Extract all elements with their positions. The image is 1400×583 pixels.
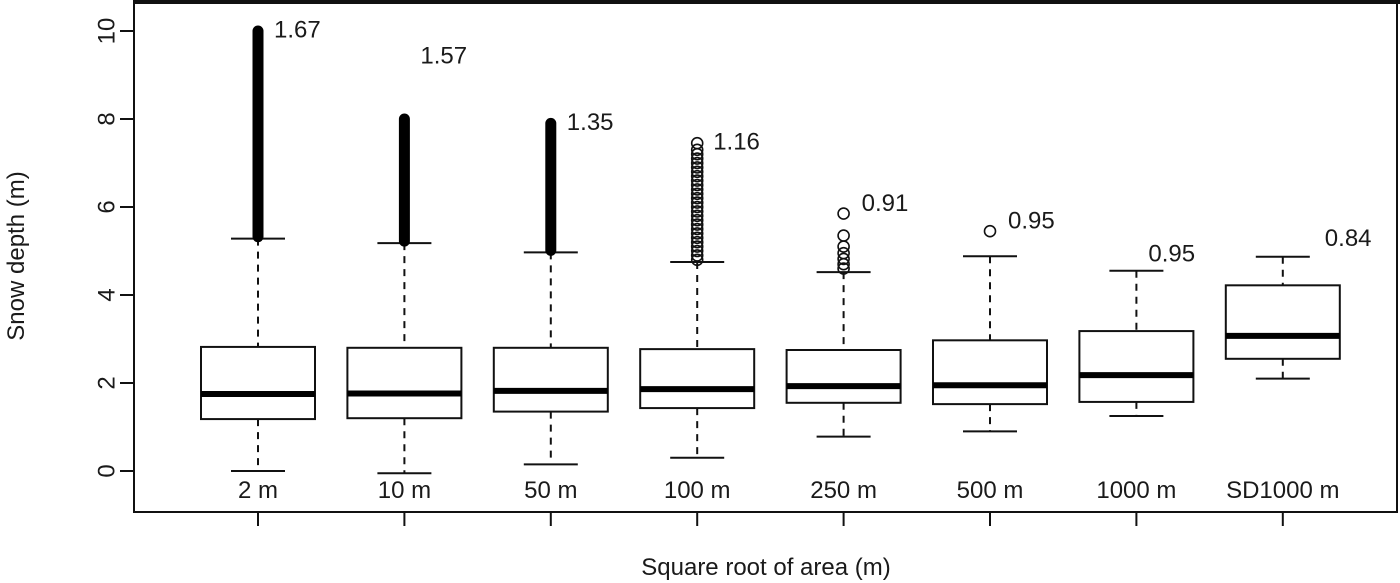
outlier-point (690, 222, 704, 236)
category-label: 2 m (238, 477, 278, 504)
outlier-point (690, 240, 704, 253)
iqr-box (200, 345, 316, 421)
category-label: 100 m (664, 477, 731, 504)
median-ratio-annotation: 0.95 (1008, 208, 1055, 235)
median-ratio-annotation: 1.57 (420, 43, 467, 70)
outlier-point (690, 136, 704, 150)
y-tick-label: 6 (93, 200, 120, 213)
iqr-box (1224, 284, 1341, 360)
box-group: 250 m 0.91 (785, 190, 909, 504)
box-group: SD1000 m 0.84 (1224, 225, 1372, 504)
y-axis: 0 2 4 6 8 10 (93, 18, 135, 478)
outlier-point (837, 207, 850, 220)
outlier-point (690, 213, 704, 227)
outlier-point (690, 253, 704, 267)
outlier-point (690, 249, 704, 262)
y-tick-label: 4 (93, 288, 120, 301)
category-label: 1000 m (1096, 477, 1176, 504)
box-group: 10 m 1.57 (346, 43, 467, 504)
outlier-point (690, 244, 704, 258)
outlier-point (690, 218, 704, 231)
outlier-point (837, 240, 850, 253)
outlier-point (690, 152, 704, 165)
outlier-point (690, 174, 704, 187)
outlier-point (690, 165, 704, 179)
category-label: 500 m (957, 477, 1024, 504)
median-ratio-annotation: 0.91 (862, 190, 909, 217)
median-ratio-annotation: 0.95 (1148, 241, 1195, 268)
outlier-point (837, 252, 850, 266)
median-ratio-annotation: 1.16 (713, 129, 760, 156)
outlier-point (983, 224, 997, 238)
box-group: 1000 m 0.95 (1078, 241, 1195, 504)
outlier-point (690, 235, 704, 249)
outlier-point (690, 178, 704, 192)
category-label: 250 m (810, 477, 877, 504)
y-tick-label: 8 (93, 112, 120, 125)
box-group: 50 m 1.35 (492, 109, 614, 504)
outlier-point (690, 143, 704, 157)
iqr-box (1078, 330, 1195, 403)
y-axis-label: Snow depth (m) (3, 171, 30, 340)
median-ratio-annotation: 0.84 (1325, 225, 1372, 252)
outlier-point (837, 229, 850, 242)
outlier-point (690, 200, 704, 214)
box-group: 500 m 0.95 (932, 208, 1055, 504)
box-group: 2 m 1.67 (200, 16, 321, 504)
category-label: 50 m (524, 477, 577, 504)
outlier-point (690, 183, 704, 196)
outlier-point (690, 205, 704, 218)
outlier-point (690, 156, 704, 170)
x-axis-ticks (257, 512, 1284, 526)
y-tick-label: 0 (93, 464, 120, 477)
outlier-point (690, 187, 704, 201)
y-tick-label: 10 (93, 18, 120, 45)
iqr-box (785, 349, 902, 404)
outlier-point (690, 161, 704, 174)
iqr-box (492, 346, 609, 413)
outlier-point (690, 191, 704, 205)
outlier-point (690, 231, 704, 245)
median-ratio-annotation: 1.67 (274, 16, 321, 43)
outlier-point (837, 262, 850, 275)
boxes: 2 m 1.67 10 m 1.57 50 m 1.35 100 m 1.16 250 m 0.9… (200, 16, 1372, 504)
outlier-point (690, 196, 704, 209)
outlier-point (690, 209, 704, 223)
x-axis-label: Square root of area (m) (641, 554, 890, 581)
plot-frame (133, 0, 1398, 513)
outlier-point (837, 246, 850, 260)
box-group: 100 m 1.16 (639, 129, 760, 504)
outlier-point (690, 227, 704, 240)
y-tick-label: 2 (93, 376, 120, 389)
outlier-point (690, 169, 704, 183)
median-ratio-annotation: 1.35 (567, 109, 614, 136)
iqr-box (346, 346, 463, 420)
iqr-box (932, 339, 1048, 406)
category-label: SD1000 m (1226, 477, 1339, 504)
category-label: 10 m (378, 477, 431, 504)
iqr-box (639, 348, 756, 410)
